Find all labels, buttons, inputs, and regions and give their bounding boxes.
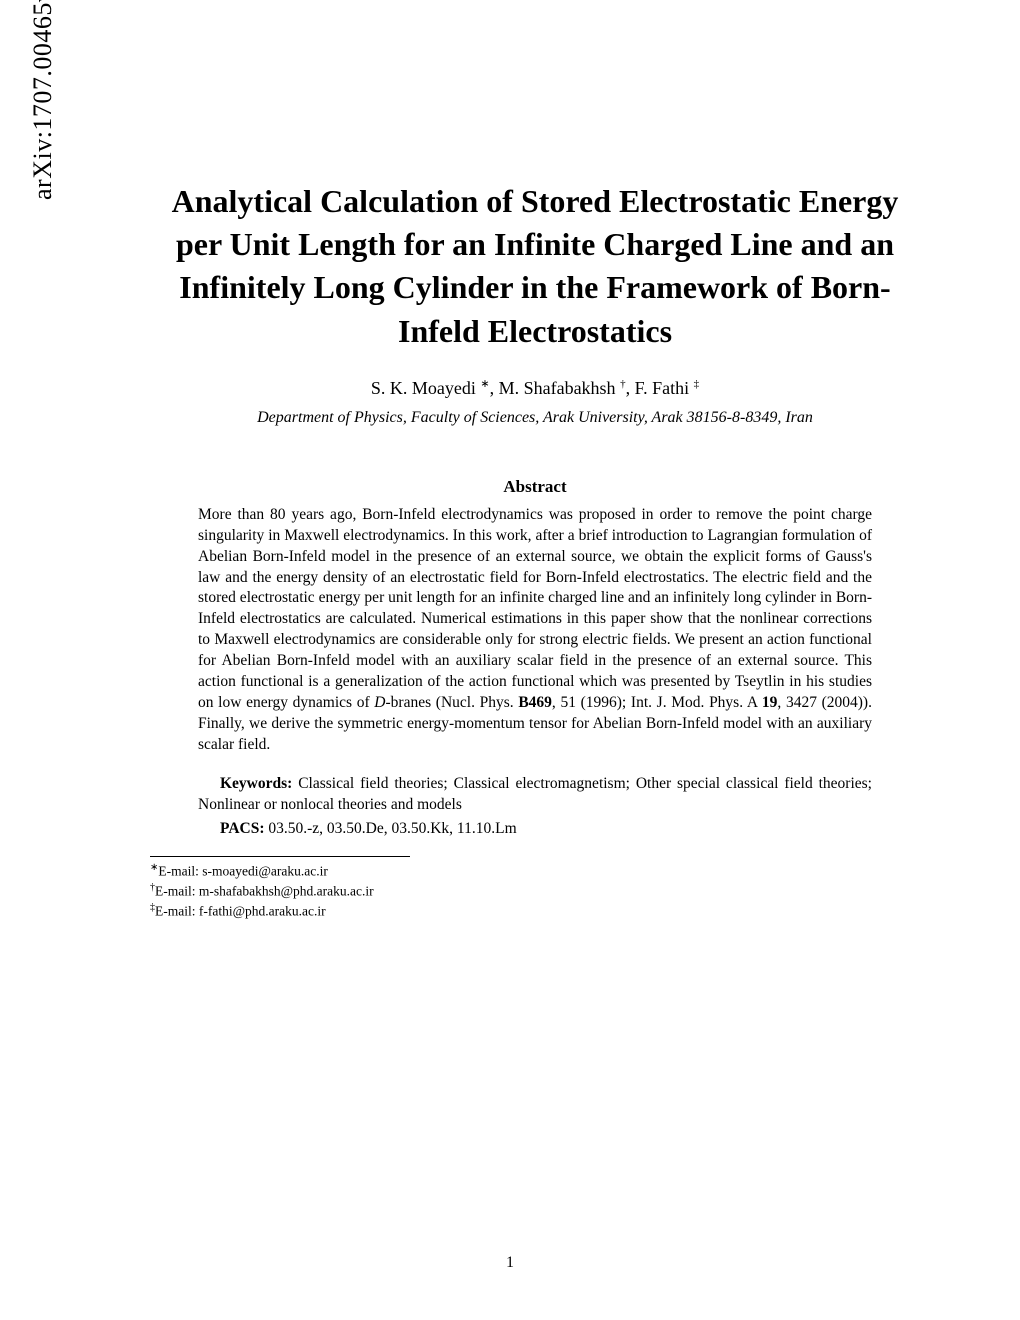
affiliation: Department of Physics, Faculty of Scienc… [150, 409, 920, 427]
authors-line: S. K. Moayedi ∗, M. Shafabakhsh †, F. Fa… [150, 377, 920, 399]
footnote-1: ∗E-mail: s-moayedi@araku.ac.ir [150, 861, 920, 881]
abstract-body: More than 80 years ago, Born-Infeld elec… [198, 505, 872, 756]
author-2-name: M. Shafabakhsh [499, 378, 620, 398]
footnote-2-text: E-mail: m-shafabakhsh@phd.araku.ac.ir [155, 883, 374, 898]
keywords-label: Keywords: [220, 775, 292, 792]
footnote-rule [150, 856, 410, 857]
paper-title: Analytical Calculation of Stored Electro… [150, 180, 920, 353]
author-3-name: F. Fathi [635, 378, 694, 398]
abstract-bold-b469: B469 [518, 694, 552, 711]
abstract-text-1: More than 80 years ago, Born-Infeld elec… [198, 506, 872, 711]
author-1-name: S. K. Moayedi [371, 378, 481, 398]
footnote-3-text: E-mail: f-fathi@phd.araku.ac.ir [155, 903, 326, 918]
footnote-2: †E-mail: m-shafabakhsh@phd.araku.ac.ir [150, 881, 920, 901]
abstract-italic-d: D [374, 694, 385, 711]
abstract-bold-19: 19 [762, 694, 778, 711]
author-3-mark: ‡ [694, 378, 700, 390]
arxiv-id-text: arXiv:1707.00465v1 [hep-th] 3 Jul 2017 [28, 0, 57, 200]
footnotes: ∗E-mail: s-moayedi@araku.ac.ir †E-mail: … [150, 861, 920, 921]
keywords-text: Classical field theories; Classical elec… [198, 775, 872, 813]
page-number: 1 [0, 1254, 1020, 1272]
author-sep-1: , [490, 378, 499, 398]
pacs-block: PACS: 03.50.-z, 03.50.De, 03.50.Kk, 11.1… [198, 820, 872, 838]
abstract-text-2: -branes (Nucl. Phys. [386, 694, 519, 711]
abstract-text-3: , 51 (1996); Int. J. Mod. Phys. A [552, 694, 762, 711]
paper-content: Analytical Calculation of Stored Electro… [150, 180, 920, 921]
author-1-mark: ∗ [480, 378, 489, 390]
footnote-3: ‡E-mail: f-fathi@phd.araku.ac.ir [150, 901, 920, 921]
pacs-text: 03.50.-z, 03.50.De, 03.50.Kk, 11.10.Lm [265, 820, 517, 837]
footnote-1-text: E-mail: s-moayedi@araku.ac.ir [158, 863, 328, 878]
keywords-block: Keywords: Classical field theories; Clas… [198, 774, 872, 816]
author-sep-2: , [626, 378, 635, 398]
pacs-label: PACS: [220, 820, 265, 837]
abstract-heading: Abstract [150, 477, 920, 497]
